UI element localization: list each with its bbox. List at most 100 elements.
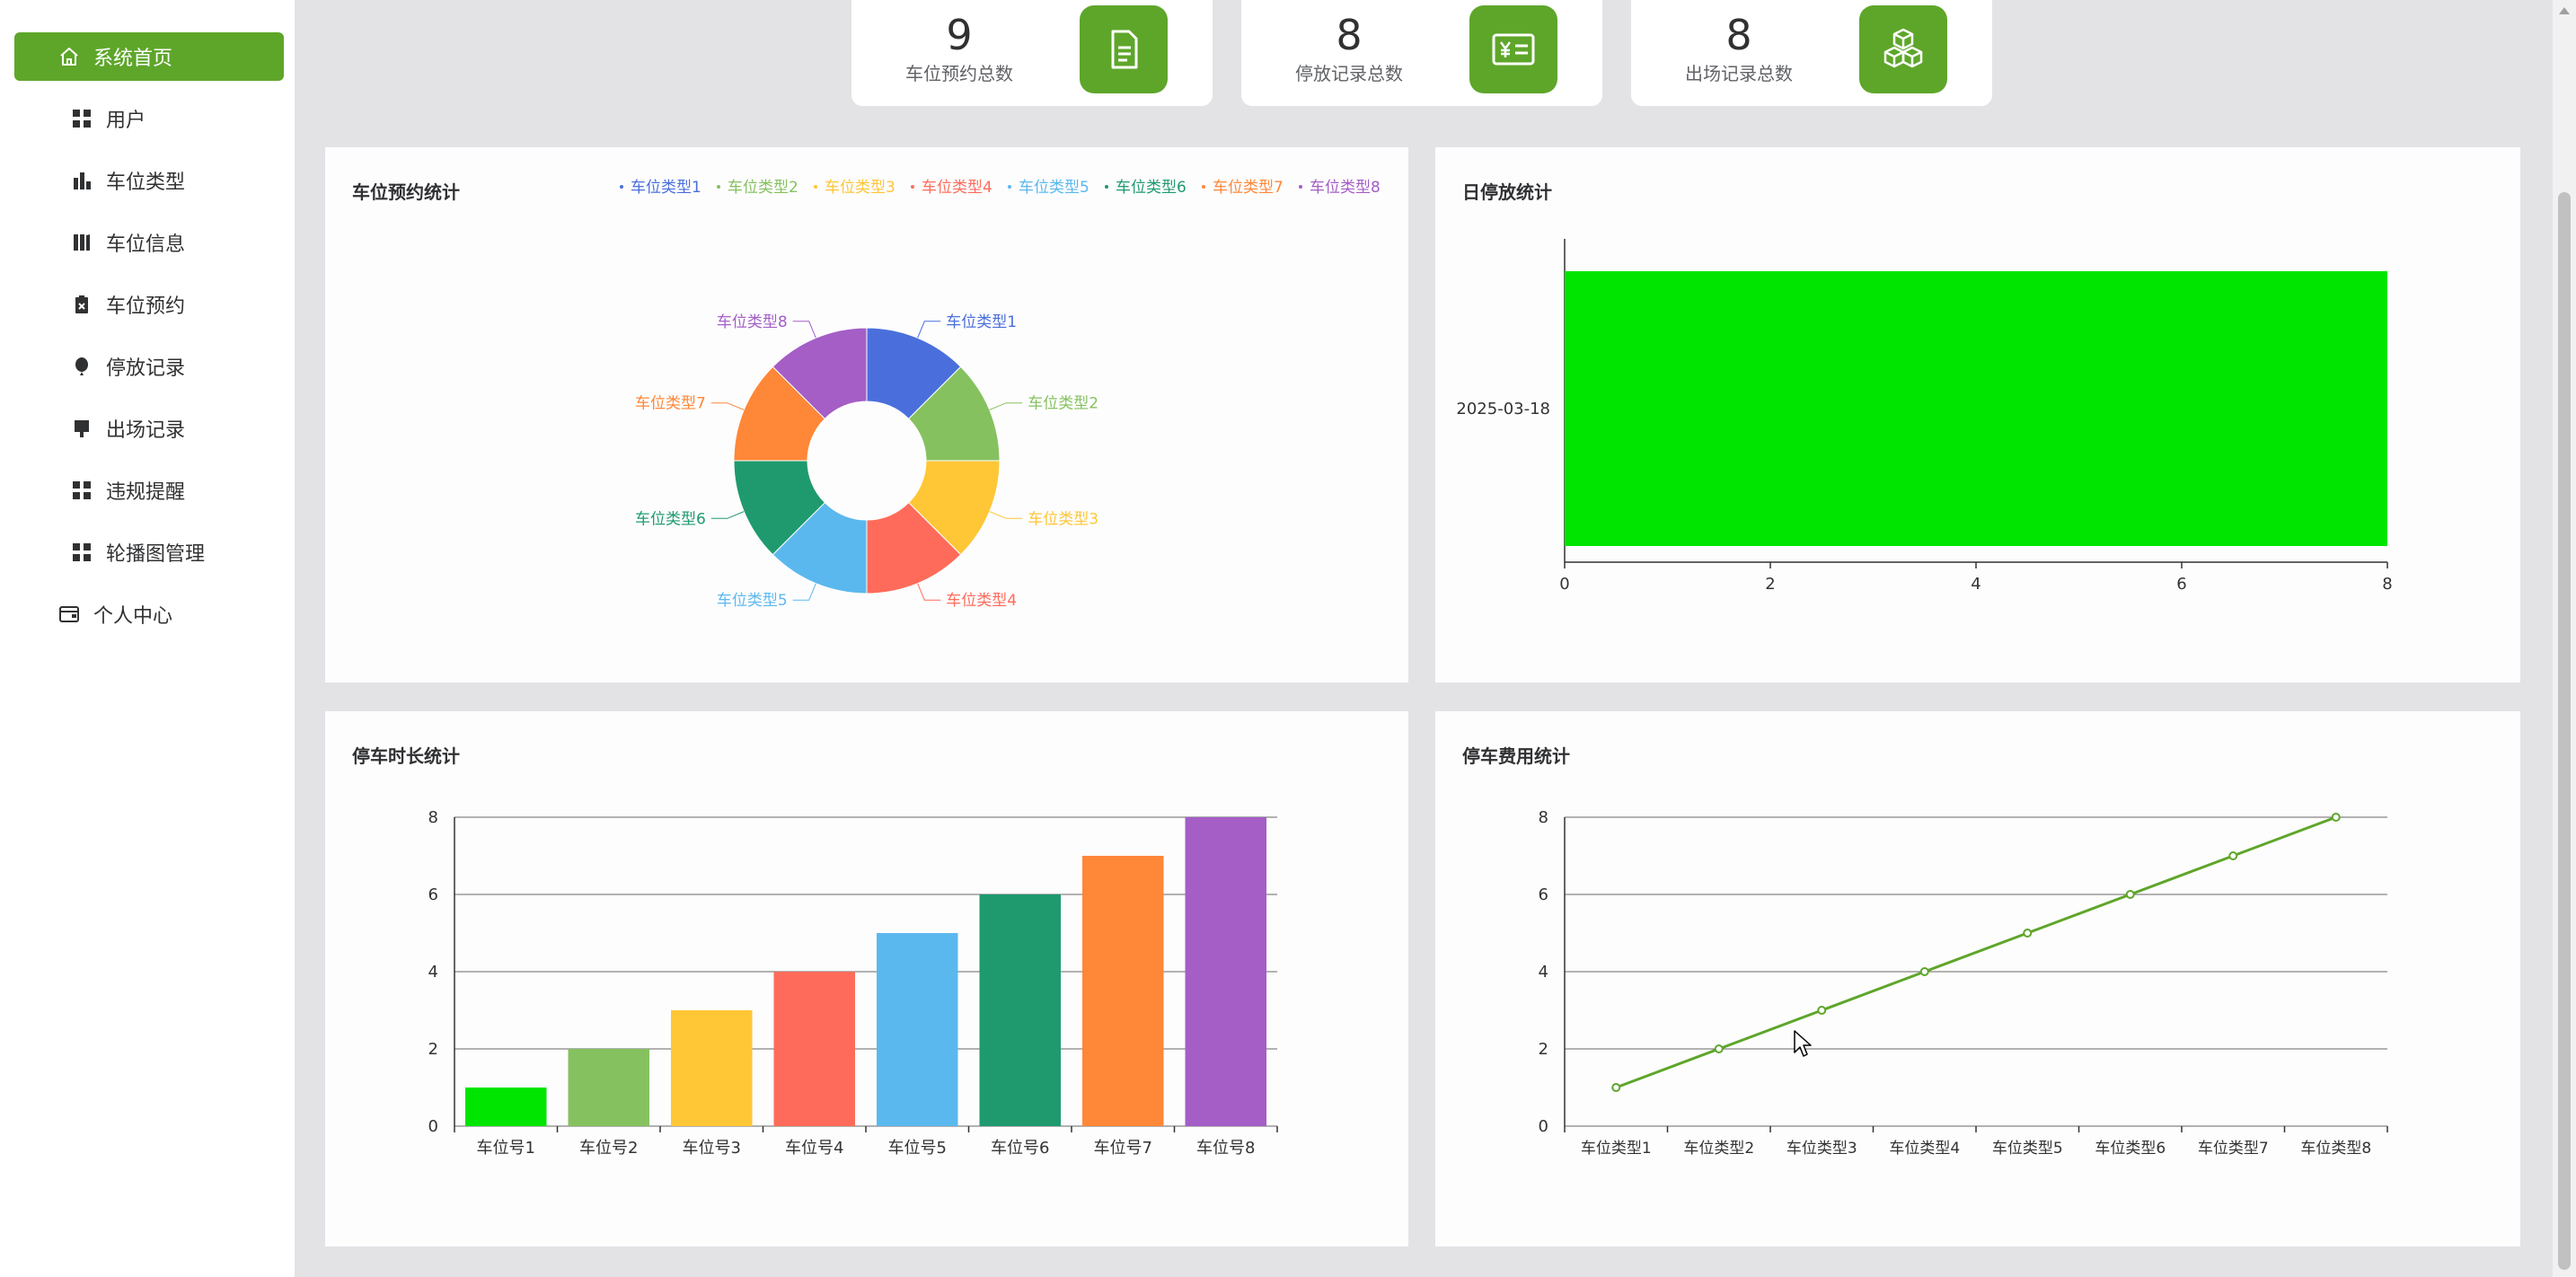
legend-label: 车位类型6 [1116,179,1187,197]
duration-bar-chart: 0 2 4 6 8 车位号1 车位号2 车位号3 车位号4 车位号5 车位号6 车位号7 车位号8 [428,808,1278,1158]
y-tick-label: 8 [1539,808,1548,827]
slice-label: 车位类型7 [635,395,706,413]
sidebar: 系统首页 用户 车位类型 车位信息 车位预约 停放记录 出场记录 [0,0,295,1277]
menu-item-label: 停放记录 [106,357,186,380]
scroll-thumb[interactable] [2558,192,2571,1270]
menu-item-profile[interactable]: 个人中心 [14,590,284,638]
stat-card-parking-records: 8 停放记录总数 [1241,0,1602,106]
y-tick-label: 8 [428,808,438,827]
legend-label: 车位类型5 [1019,179,1090,197]
legend-label: 车位类型1 [631,179,701,197]
menu-item-label: 车位预约 [106,295,186,318]
legend-marker [1299,185,1302,189]
fee-series-line [1615,815,2337,1089]
y-tick-label: 6 [1539,885,1548,904]
menu-item-home[interactable]: 系统首页 [14,32,284,81]
menu-item-exit-record[interactable]: 出场记录 [14,404,284,453]
x-category-label: 车位号1 [477,1139,535,1158]
legend-label: 车位类型2 [728,179,798,197]
slice-leader-line [917,321,941,339]
menu-item-violation[interactable]: 违规提醒 [14,466,284,515]
fee-data-point [1919,967,1929,976]
stat-label: 车位预约总数 [905,63,1013,84]
menu-item-label: 系统首页 [93,48,173,70]
x-category-label: 车位号6 [991,1139,1049,1158]
duration-bar [1185,817,1266,1126]
stat-label: 停放记录总数 [1295,63,1403,84]
y-tick-label: 0 [1539,1117,1548,1136]
duration-bar [568,1049,649,1126]
document-icon [1080,5,1168,93]
panel-duration-stats: 停车时长统计 0 2 4 6 8 车位号1 车位号2 车位号3 车位号4 车位号5 车位号6 车位号7… [325,711,1408,1246]
slice-leader-line [792,321,816,339]
legend-marker [814,185,817,189]
brush-icon [70,417,93,440]
menu-item-label: 轮播图管理 [106,543,206,566]
balloon-icon [70,355,93,378]
x-tick-label: 6 [2176,575,2186,594]
menu-item-space-type[interactable]: 车位类型 [14,156,284,205]
slice-label: 车位类型2 [1028,395,1098,413]
wallet-icon [57,603,81,626]
legend-label: 车位类型8 [1310,179,1381,197]
menu-item-label: 用户 [106,110,146,132]
stat-label: 出场记录总数 [1685,63,1793,84]
scrollbar[interactable] [2553,0,2576,1277]
y-tick-label: 4 [428,963,438,982]
scroll-up-arrow-icon[interactable] [2559,7,2570,14]
y-category-label: 2025-03-18 [1456,400,1550,418]
panel-fee-stats: 停车费用统计 0 2 4 6 8 车位类型1 车位类型2 车位类型3 车位类型4 车位类型5 车位类… [1435,711,2520,1246]
slice-label: 车位类型1 [946,313,1017,331]
x-category-label: 车位号7 [1094,1139,1152,1158]
slice-leader-line [792,583,816,601]
mouse-cursor-icon [1794,1030,1812,1057]
menu-item-reservation[interactable]: 车位预约 [14,280,284,329]
slice-leader-line [917,583,941,601]
duration-bar [1082,856,1164,1126]
cubes-icon [1859,5,1947,93]
menu-item-carousel[interactable]: 轮播图管理 [14,528,284,577]
x-category-label: 车位类型1 [1581,1140,1652,1158]
duration-bar [877,933,958,1126]
x-tick-label: 8 [2382,575,2392,594]
menu-item-users[interactable]: 用户 [14,94,284,143]
clipboard-x-icon [70,293,93,316]
panel-title: 停车费用统计 [1462,745,1570,767]
legend-marker [911,185,914,189]
stat-card-reservations: 9 车位预约总数 [851,0,1213,106]
stat-value: 8 [1725,11,1752,59]
x-tick-label: 4 [1971,575,1981,594]
stat-card-exit-records: 8 出场记录总数 [1631,0,1992,106]
menu-item-label: 出场记录 [106,419,186,442]
duration-bar [979,894,1061,1126]
x-category-label: 车位类型6 [2095,1140,2166,1158]
x-tick-label: 0 [1559,575,1569,594]
x-category-label: 车位类型4 [1889,1140,1960,1158]
x-category-label: 车位号5 [888,1139,947,1158]
legend-marker [1202,185,1205,189]
daily-bar-chart: 0 2 4 6 8 2025-03-18 [1456,239,2393,594]
stat-value: 9 [946,11,973,59]
slice-leader-line [989,511,1023,519]
menu-item-parking-record[interactable]: 停放记录 [14,342,284,391]
legend-label: 车位类型7 [1213,179,1284,197]
slice-leader-line [989,402,1023,410]
panel-title: 停车时长统计 [352,745,460,767]
x-category-label: 车位号2 [579,1139,638,1158]
legend-marker [1008,185,1011,189]
fee-data-point [1817,1006,1827,1015]
x-category-label: 车位号4 [785,1139,843,1158]
y-tick-label: 2 [428,1040,438,1059]
slice-leader-line [710,402,745,410]
duration-bar [671,1010,753,1126]
fee-data-point [1714,1044,1724,1053]
grid-icon [70,479,93,502]
legend-label: 车位类型4 [922,179,992,197]
menu-item-label: 车位信息 [106,233,186,256]
fee-data-point [2023,929,2033,938]
yen-ticket-icon [1469,5,1557,93]
menu-item-space-info[interactable]: 车位信息 [14,218,284,267]
menu-item-label: 违规提醒 [106,481,186,504]
daily-bar [1565,271,2387,546]
legend-marker [717,185,720,189]
